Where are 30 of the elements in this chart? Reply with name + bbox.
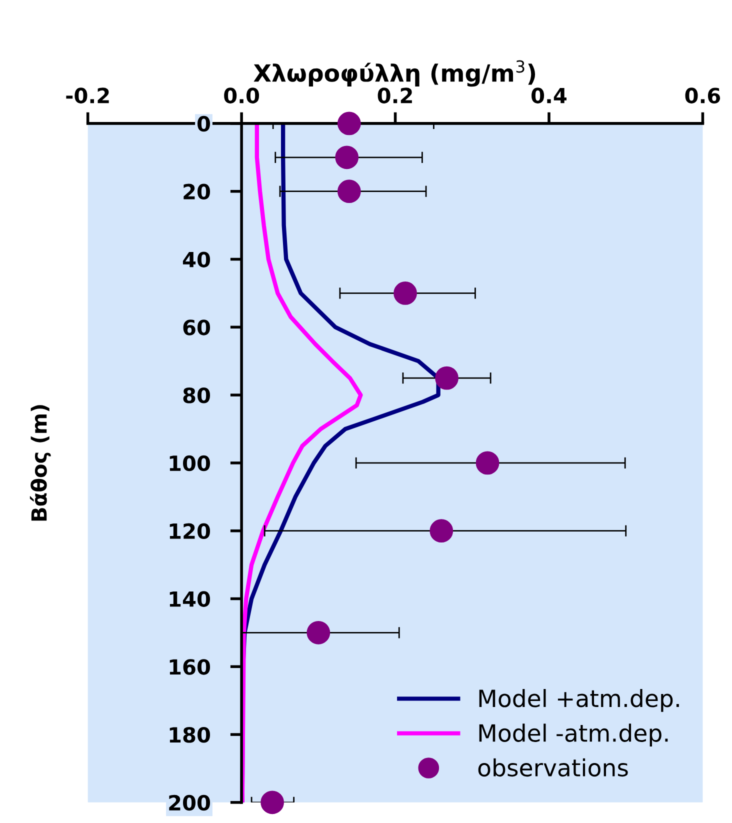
point (335, 146, 359, 170)
y-tick-label: 120 (170, 523, 210, 540)
y-axis-title: Βάθος (m) (30, 405, 51, 521)
legend-label: Model +atm.dep. (479, 689, 679, 712)
legend-label: observations (478, 758, 628, 777)
x-tick-label: 0.4 (532, 88, 566, 104)
legend-label: Model -atm.dep. (479, 724, 668, 747)
y-tick-label: 0 (198, 116, 210, 132)
point (260, 790, 284, 814)
y-tick-label: 200 (169, 794, 210, 811)
x-tick-label: 0.2 (378, 88, 412, 104)
point (306, 621, 330, 644)
y-tick-label: 140 (170, 591, 210, 607)
point (476, 451, 500, 475)
x-tick-label: 0.0 (224, 88, 260, 104)
y-tick-label: 100 (170, 455, 210, 472)
x-tick-label: -0.2 (66, 88, 109, 104)
point (430, 519, 454, 543)
y-tick-label: 180 (170, 726, 210, 743)
point (337, 112, 361, 136)
y-tick-label: 40 (182, 252, 210, 268)
y-tick-label: 80 (183, 387, 210, 404)
y-tick-label: 20 (184, 184, 210, 200)
point (337, 180, 361, 204)
y-tick-label: 60 (183, 320, 210, 336)
point (394, 282, 417, 305)
y-tick-label: 160 (170, 659, 210, 675)
x-tick-label: 0.6 (685, 88, 720, 104)
x-axis-title: Χλωροφύλλη (mg/m$^{3}$) (254, 60, 536, 87)
point (435, 366, 458, 390)
